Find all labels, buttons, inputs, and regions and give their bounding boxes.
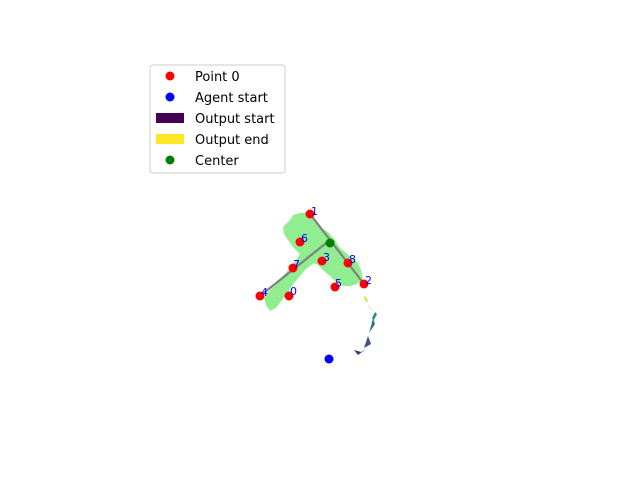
point-label-8: 8 <box>349 253 356 266</box>
legend-marker-output-end <box>156 134 184 144</box>
point-label-1: 1 <box>311 205 318 218</box>
legend-label-center: Center <box>195 154 239 169</box>
point-0 <box>284 291 294 301</box>
legend-label-point: Point 0 <box>195 70 240 85</box>
region <box>264 213 363 311</box>
trajectory-arrow <box>364 296 368 302</box>
trajectory-arrow <box>367 304 373 311</box>
region-shape <box>264 213 363 311</box>
point-5 <box>330 282 340 292</box>
point-label-6: 6 <box>301 232 308 245</box>
point-label-4: 4 <box>261 286 268 299</box>
point-4 <box>255 291 265 301</box>
legend-label-output-end: Output end <box>195 133 269 148</box>
segment-1-2 <box>309 213 365 285</box>
points-layer <box>255 209 369 301</box>
trajectory-arrow <box>364 336 371 348</box>
point-7 <box>288 263 298 273</box>
legend-label-agent-start: Agent start <box>195 91 268 106</box>
point-labels: 0 1 2 3 4 5 6 7 8 <box>261 205 372 299</box>
point-3 <box>317 256 327 266</box>
trajectory-arrow <box>354 349 366 355</box>
legend: Point 0 Agent start Output start Output … <box>149 64 286 174</box>
point-8 <box>343 258 353 268</box>
trajectory <box>354 296 377 355</box>
agent-start-marker <box>324 354 334 364</box>
center-marker <box>325 238 335 248</box>
point-2 <box>359 279 369 289</box>
point-1 <box>305 209 315 219</box>
legend-marker-center <box>165 155 175 165</box>
point-label-5: 5 <box>335 277 342 290</box>
legend-marker-output-start <box>156 113 184 123</box>
point-6 <box>295 237 305 247</box>
point-label-2: 2 <box>365 274 372 287</box>
legend-frame <box>149 64 286 174</box>
trajectory-arrow <box>369 318 375 333</box>
point-label-7: 7 <box>293 258 300 271</box>
point-label-0: 0 <box>290 285 297 298</box>
legend-marker-agent-start <box>165 92 175 102</box>
legend-label-output-start: Output start <box>195 112 275 127</box>
point-label-3: 3 <box>323 251 330 264</box>
trajectory-arrow <box>372 312 377 320</box>
legend-marker-point <box>165 71 175 81</box>
